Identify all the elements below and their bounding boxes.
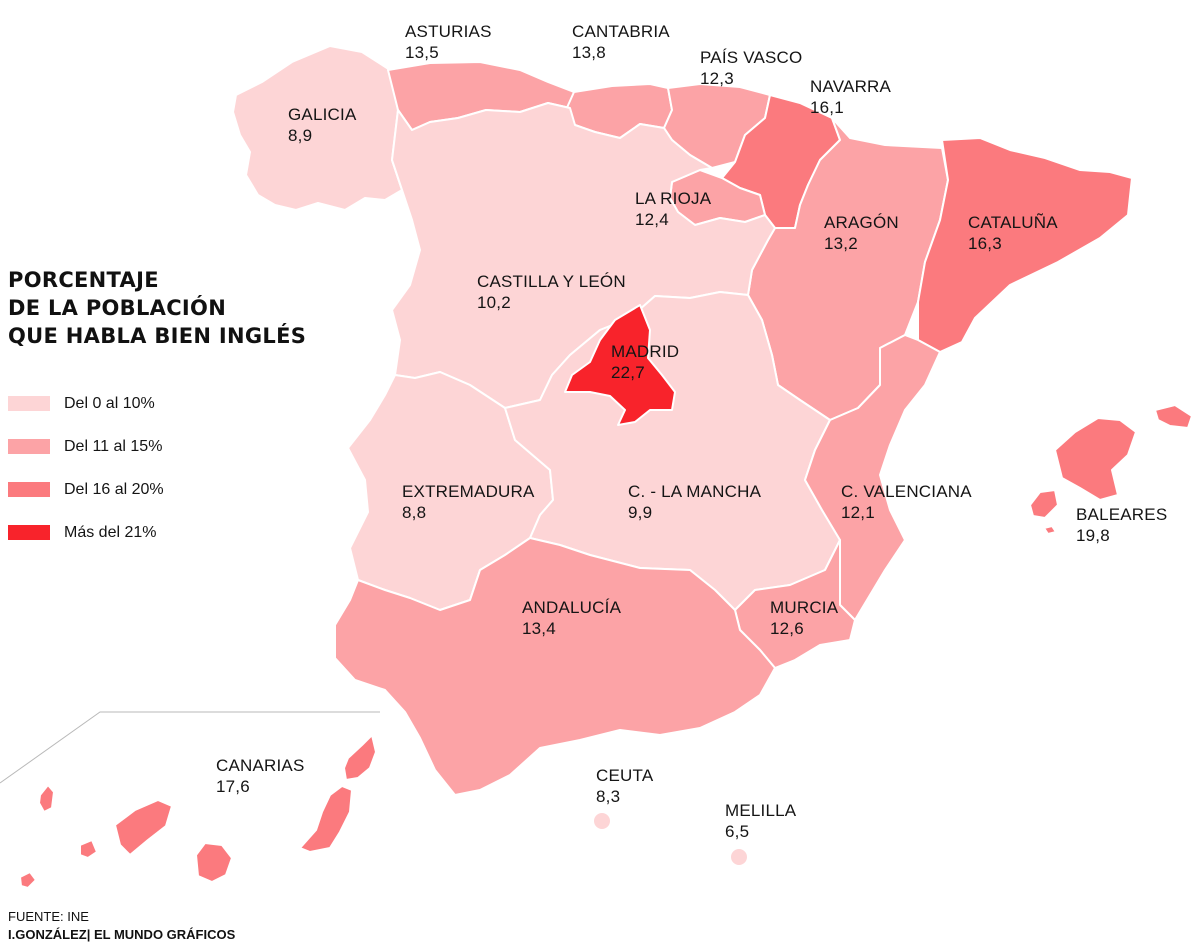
label-aragon-value: 13,2: [824, 234, 858, 253]
label-baleares-value: 19,8: [1076, 526, 1110, 545]
label-c-valenciana: C. VALENCIANA 12,1: [841, 481, 972, 523]
label-castilla-y-leon-value: 10,2: [477, 293, 511, 312]
label-cataluna-name: CATALUÑA: [968, 213, 1058, 232]
label-andalucia-value: 13,4: [522, 619, 556, 638]
label-la-rioja-name: LA RIOJA: [635, 189, 712, 208]
label-navarra-value: 16,1: [810, 98, 844, 117]
label-madrid-name: MADRID: [611, 342, 680, 361]
legend-swatch: [8, 525, 50, 540]
source-line: FUENTE: INE: [8, 909, 89, 924]
map-title: PORCENTAJE DE LA POBLACIÓN QUE HABLA BIE…: [8, 266, 306, 350]
source-credit: FUENTE: INE I.GONZÁLEZ| EL MUNDO GRÁFICO…: [8, 908, 235, 944]
label-castilla-la-mancha-name: C. - LA MANCHA: [628, 482, 762, 501]
legend-item-11-15: Del 11 al 15%: [8, 436, 164, 457]
label-navarra-name: NAVARRA: [810, 77, 892, 96]
label-baleares-name: BALEARES: [1076, 505, 1168, 524]
legend-item-0-10: Del 0 al 10%: [8, 393, 164, 414]
legend-item-21-plus: Más del 21%: [8, 522, 164, 543]
label-aragon-name: ARAGÓN: [824, 213, 899, 232]
label-murcia-value: 12,6: [770, 619, 804, 638]
region-murcia[interactable]: [734, 539, 856, 669]
map-title-line-1: PORCENTAJE: [8, 268, 159, 292]
label-madrid-value: 22,7: [611, 363, 645, 382]
legend-swatch: [8, 396, 50, 411]
label-cataluna-value: 16,3: [968, 234, 1002, 253]
label-cantabria-name: CANTABRIA: [572, 22, 670, 41]
label-murcia: MURCIA 12,6: [770, 597, 838, 639]
map-title-line-3: QUE HABLA BIEN INGLÉS: [8, 324, 307, 348]
label-la-rioja-value: 12,4: [635, 210, 669, 229]
label-la-rioja: LA RIOJA 12,4: [635, 188, 711, 230]
label-cantabria-value: 13,8: [572, 43, 606, 62]
label-pais-vasco-name: PAÍS VASCO: [700, 48, 803, 67]
legend-item-16-20: Del 16 al 20%: [8, 479, 164, 500]
label-c-valenciana-value: 12,1: [841, 503, 875, 522]
label-canarias: CANARIAS 17,6: [216, 755, 305, 797]
label-melilla-value: 6,5: [725, 822, 750, 841]
legend-label: Del 0 al 10%: [64, 394, 155, 412]
legend-label: Del 16 al 20%: [64, 480, 164, 498]
label-cantabria: CANTABRIA 13,8: [572, 21, 670, 63]
label-asturias: ASTURIAS 13,5: [405, 21, 492, 63]
region-andalucia[interactable]: [334, 537, 776, 796]
label-pais-vasco-value: 12,3: [700, 69, 734, 88]
region-ceuta[interactable]: [592, 811, 612, 831]
label-melilla: MELILLA 6,5: [725, 800, 796, 842]
legend: Del 0 al 10% Del 11 al 15% Del 16 al 20%…: [8, 393, 164, 565]
author-credit: I.GONZÁLEZ| EL MUNDO GRÁFICOS: [8, 927, 236, 942]
region-canarias[interactable]: [19, 734, 377, 889]
legend-swatch: [8, 482, 50, 497]
label-castilla-la-mancha: C. - LA MANCHA 9,9: [628, 481, 761, 523]
label-murcia-name: MURCIA: [770, 598, 839, 617]
label-castilla-la-mancha-value: 9,9: [628, 503, 653, 522]
label-andalucia: ANDALUCÍA 13,4: [522, 597, 621, 639]
region-melilla[interactable]: [729, 847, 749, 867]
label-baleares: BALEARES 19,8: [1076, 504, 1167, 546]
label-canarias-value: 17,6: [216, 777, 250, 796]
label-madrid: MADRID 22,7: [611, 341, 679, 383]
region-galicia[interactable]: [232, 45, 403, 211]
region-baleares[interactable]: [1029, 404, 1193, 535]
label-ceuta: CEUTA 8,3: [596, 765, 653, 807]
region-c-valenciana[interactable]: [804, 334, 941, 621]
legend-label: Del 11 al 15%: [64, 437, 163, 455]
label-extremadura: EXTREMADURA 8,8: [402, 481, 535, 523]
label-melilla-name: MELILLA: [725, 801, 797, 820]
label-canarias-name: CANARIAS: [216, 756, 305, 775]
label-castilla-y-leon-name: CASTILLA Y LEÓN: [477, 272, 626, 291]
map-title-line-2: DE LA POBLACIÓN: [8, 296, 227, 320]
label-pais-vasco: PAÍS VASCO 12,3: [700, 47, 802, 89]
label-castilla-y-leon: CASTILLA Y LEÓN 10,2: [477, 271, 626, 313]
legend-label: Más del 21%: [64, 523, 157, 541]
label-extremadura-name: EXTREMADURA: [402, 482, 535, 501]
label-asturias-value: 13,5: [405, 43, 439, 62]
label-c-valenciana-name: C. VALENCIANA: [841, 482, 972, 501]
region-madrid[interactable]: [564, 304, 676, 426]
label-galicia-value: 8,9: [288, 126, 313, 145]
label-ceuta-name: CEUTA: [596, 766, 654, 785]
label-cataluna: CATALUÑA 16,3: [968, 212, 1058, 254]
label-aragon: ARAGÓN 13,2: [824, 212, 899, 254]
label-extremadura-value: 8,8: [402, 503, 427, 522]
region-cataluna[interactable]: [917, 137, 1133, 353]
label-navarra: NAVARRA 16,1: [810, 76, 891, 118]
label-ceuta-value: 8,3: [596, 787, 621, 806]
label-galicia-name: GALICIA: [288, 105, 357, 124]
legend-swatch: [8, 439, 50, 454]
label-galicia: GALICIA 8,9: [288, 104, 356, 146]
label-asturias-name: ASTURIAS: [405, 22, 492, 41]
label-andalucia-name: ANDALUCÍA: [522, 598, 622, 617]
canarias-inset-frame: [0, 711, 380, 784]
